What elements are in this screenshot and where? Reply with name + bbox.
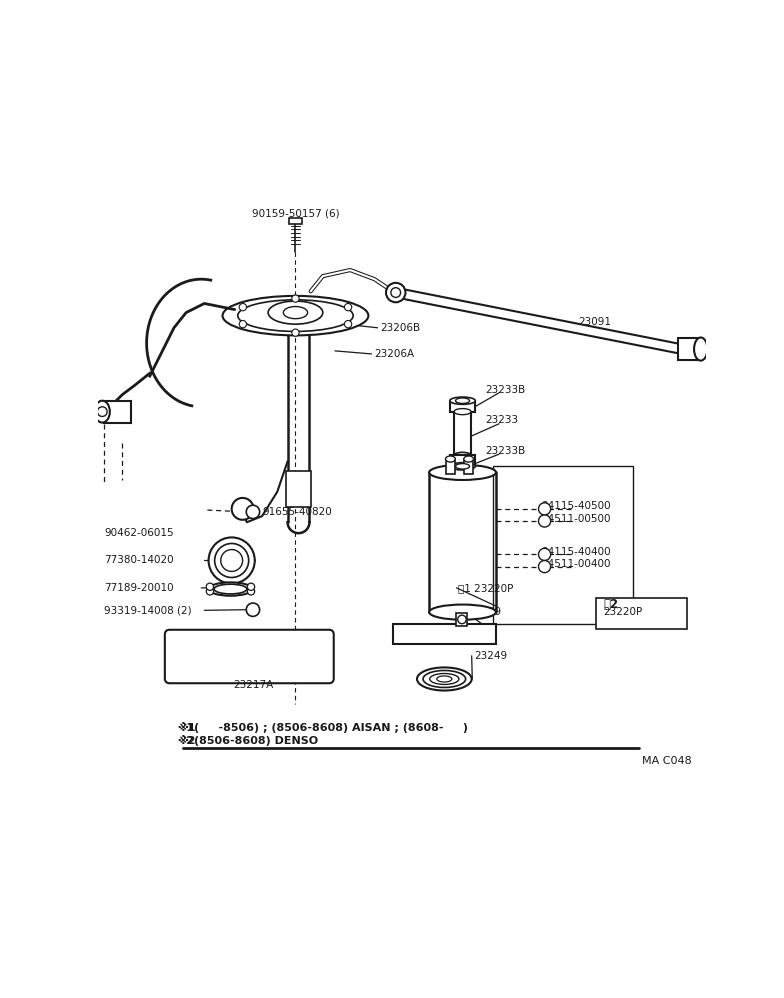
Ellipse shape [445, 456, 456, 462]
Text: 23091: 23091 [578, 316, 611, 326]
Text: 23233B: 23233B [485, 445, 526, 455]
Text: 90462-06015: 90462-06015 [104, 528, 174, 538]
Ellipse shape [430, 674, 459, 685]
Text: B: B [250, 507, 256, 516]
Circle shape [248, 583, 255, 591]
Text: 90159-50157 (6): 90159-50157 (6) [252, 209, 339, 219]
Circle shape [239, 303, 246, 310]
Text: 77380-14020: 77380-14020 [104, 556, 174, 566]
Ellipse shape [694, 337, 707, 360]
Bar [596, 598, 688, 629]
Ellipse shape [223, 295, 368, 335]
Text: '1(     -8506) ; (8506-8608) AISAN ; (8608-     ): '1( -8506) ; (8506-8608) AISAN ; (8608- … [183, 723, 468, 733]
Text: 23206A: 23206A [375, 349, 415, 359]
Ellipse shape [450, 397, 475, 404]
Text: 23220P: 23220P [604, 607, 643, 617]
Text: 23249: 23249 [474, 652, 508, 662]
Bar [456, 614, 467, 626]
Bar [450, 401, 475, 411]
Circle shape [97, 407, 107, 416]
Ellipse shape [429, 465, 496, 480]
Text: 23217A: 23217A [233, 680, 273, 690]
Text: MA C048: MA C048 [642, 756, 691, 766]
Circle shape [344, 320, 352, 327]
Ellipse shape [454, 408, 471, 415]
Text: ※2: ※2 [177, 736, 195, 746]
Text: ※1: ※1 [177, 723, 195, 733]
Ellipse shape [450, 463, 475, 470]
Circle shape [215, 544, 249, 578]
Text: '2(8506-8608) DENSO: '2(8506-8608) DENSO [183, 736, 318, 746]
Text: 23233: 23233 [485, 415, 519, 425]
Ellipse shape [417, 668, 472, 691]
Ellipse shape [454, 452, 471, 458]
Circle shape [292, 329, 299, 336]
Ellipse shape [423, 671, 466, 688]
Bar [464, 459, 474, 474]
Circle shape [209, 537, 255, 584]
Circle shape [206, 588, 213, 595]
Text: W: W [541, 564, 548, 570]
Text: S: S [250, 605, 256, 614]
Ellipse shape [238, 299, 353, 331]
Text: ⦿2: ⦿2 [604, 598, 619, 611]
Circle shape [458, 615, 466, 624]
Text: 94115-40500: 94115-40500 [542, 501, 612, 511]
Circle shape [246, 603, 260, 617]
Ellipse shape [456, 398, 470, 403]
Text: N: N [542, 506, 547, 512]
FancyBboxPatch shape [165, 630, 334, 684]
Ellipse shape [429, 605, 496, 620]
Circle shape [246, 505, 260, 519]
Circle shape [539, 548, 550, 561]
Bar [678, 338, 699, 360]
Text: 93319-14008 (2): 93319-14008 (2) [104, 606, 192, 616]
Ellipse shape [209, 583, 252, 596]
Circle shape [539, 503, 550, 515]
Text: 94511-00500: 94511-00500 [542, 514, 611, 524]
Ellipse shape [437, 676, 452, 682]
Bar [445, 459, 456, 474]
Circle shape [292, 295, 299, 302]
Circle shape [221, 550, 242, 572]
Text: 91655-40820: 91655-40820 [262, 507, 332, 517]
Bar [289, 219, 302, 225]
Circle shape [239, 320, 246, 327]
Text: 77189-20010: 77189-20010 [104, 583, 174, 593]
Text: ⦿1 23220P: ⦿1 23220P [458, 583, 513, 593]
Bar [104, 401, 132, 422]
Text: 23229: 23229 [469, 607, 502, 617]
Ellipse shape [464, 456, 474, 462]
Circle shape [391, 287, 401, 297]
Circle shape [232, 498, 253, 520]
Ellipse shape [95, 401, 110, 422]
Bar [450, 455, 475, 466]
Text: 94115-40400: 94115-40400 [542, 547, 612, 557]
Text: N: N [542, 552, 547, 558]
Text: 94511-00400: 94511-00400 [542, 559, 611, 569]
Ellipse shape [214, 584, 247, 594]
Ellipse shape [456, 464, 470, 469]
Circle shape [206, 583, 213, 591]
Circle shape [344, 303, 352, 310]
Circle shape [386, 282, 405, 302]
Bar [393, 625, 496, 644]
Bar [286, 471, 310, 507]
Text: W: W [541, 518, 548, 524]
Circle shape [539, 561, 550, 573]
Bar [493, 466, 633, 625]
Ellipse shape [283, 306, 307, 318]
Circle shape [539, 515, 550, 527]
Text: 23206B: 23206B [380, 322, 421, 332]
Text: 23233B: 23233B [485, 385, 526, 395]
Circle shape [248, 588, 255, 595]
Ellipse shape [268, 301, 323, 324]
